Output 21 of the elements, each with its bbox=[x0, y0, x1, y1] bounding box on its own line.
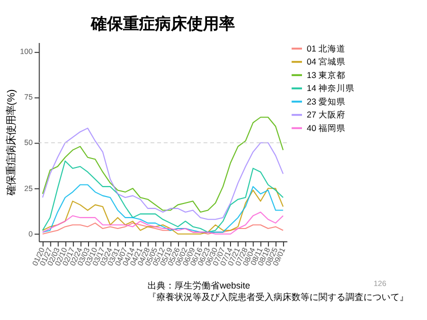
legend-label: 04 宮城県 bbox=[306, 56, 346, 67]
legend-label: 01 北海道 bbox=[306, 43, 346, 54]
legend-label: 27 大阪府 bbox=[306, 110, 346, 120]
line-series bbox=[42, 212, 284, 235]
text: 126 bbox=[374, 278, 386, 288]
line-series bbox=[42, 160, 284, 233]
y-tick-label: 75 bbox=[24, 92, 33, 102]
y-tick-label: 50 bbox=[24, 138, 33, 148]
y-tick-label: 100 bbox=[20, 46, 33, 56]
line-series bbox=[42, 128, 284, 220]
line-series bbox=[42, 116, 284, 213]
chart-title: 確保重症病床使用率 bbox=[90, 14, 235, 34]
y-tick-label: 25 bbox=[24, 184, 33, 193]
source-note: 出典：厚生労働省website bbox=[148, 280, 250, 291]
legend-label: 13 東京都 bbox=[306, 70, 346, 80]
legend-label: 23 愛知県 bbox=[306, 96, 346, 106]
y-tick-label: 0 bbox=[28, 229, 33, 238]
y-axis-title: 確保重症病床使用率(%) bbox=[5, 89, 18, 196]
text: 『療養状況等及び入院患者受入病床数等に関する調査について』 bbox=[148, 292, 409, 302]
legend-label: 40 福岡県 bbox=[306, 122, 346, 133]
legend-label: 14 神奈川県 bbox=[306, 83, 355, 94]
